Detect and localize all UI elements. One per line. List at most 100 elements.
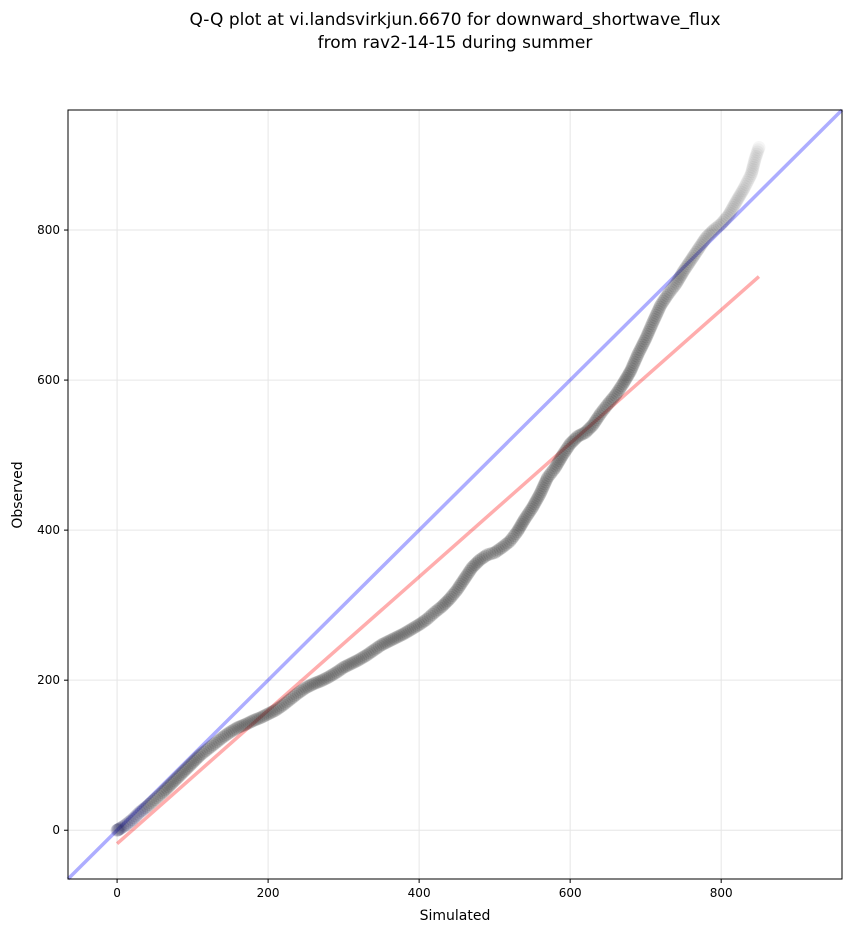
quantile-point — [199, 744, 213, 758]
quantile-point — [728, 196, 742, 210]
quantile-point — [634, 340, 648, 354]
x-tick-label-2: 400 — [408, 886, 431, 900]
quantile-point — [474, 552, 488, 566]
quantile-point — [660, 289, 674, 303]
quantile-point — [339, 659, 353, 673]
quantile-point — [587, 416, 601, 430]
quantile-point — [242, 716, 256, 730]
quantile-point — [595, 405, 609, 419]
quantile-point — [154, 787, 168, 801]
quantile-point — [622, 366, 636, 380]
quantile-point — [655, 296, 669, 310]
quantile-point — [276, 698, 290, 712]
quantile-point — [166, 775, 180, 789]
quantile-point — [289, 687, 303, 701]
quantile-point — [195, 747, 209, 761]
quantile-point — [752, 141, 766, 155]
quantile-point — [201, 742, 215, 756]
quantile-point — [650, 306, 664, 320]
quantile-point — [111, 823, 125, 837]
quantile-point — [214, 732, 228, 746]
quantile-point — [716, 215, 730, 229]
y-tick-label-3: 600 — [37, 373, 60, 387]
quantile-point — [320, 671, 334, 685]
quantile-point — [610, 386, 624, 400]
quantile-point — [640, 330, 654, 344]
quantile-point — [745, 165, 759, 179]
quantile-point — [707, 223, 721, 237]
quantile-point — [378, 636, 392, 650]
quantile-point — [325, 668, 339, 682]
quantile-point — [170, 771, 184, 785]
quantile-point — [607, 390, 621, 404]
quantile-point — [425, 607, 439, 621]
quantile-point — [685, 251, 699, 265]
quantile-point — [530, 493, 544, 507]
quantile-point — [740, 175, 754, 189]
quantile-point — [558, 444, 572, 458]
quantile-point — [571, 429, 585, 443]
quantile-point — [563, 437, 577, 451]
quantile-point — [272, 701, 286, 715]
quantile-point — [584, 420, 598, 434]
quantile-point — [699, 231, 713, 245]
quantile-point — [684, 253, 698, 267]
quantile-point — [512, 521, 526, 535]
quantile-point — [525, 501, 539, 515]
quantile-point — [539, 475, 553, 489]
quantile-point — [723, 206, 737, 220]
quantile-point — [172, 769, 186, 783]
quantile-point — [376, 637, 390, 651]
quantile-point — [569, 431, 583, 445]
quantile-point — [548, 461, 562, 475]
quantile-point — [459, 570, 473, 584]
quantile-point — [656, 294, 670, 308]
quantile-point — [529, 495, 543, 509]
quantile-point — [534, 485, 548, 499]
quantile-point — [451, 581, 465, 595]
quantile-point — [635, 338, 649, 352]
quantile-point — [719, 212, 733, 226]
quantile-point — [303, 679, 317, 693]
quantile-point — [515, 517, 529, 531]
quantile-point — [148, 792, 162, 806]
quantile-point — [184, 757, 198, 771]
quantile-point — [632, 345, 646, 359]
quantile-point — [621, 368, 635, 382]
quantile-point — [282, 693, 296, 707]
quantile-point — [412, 618, 426, 632]
quantile-point — [329, 666, 343, 680]
quantile-point — [160, 781, 174, 795]
quantile-point — [616, 377, 630, 391]
quantile-point — [363, 646, 377, 660]
quantile-point — [701, 229, 715, 243]
quantile-point — [212, 733, 226, 747]
y-tick-label-1: 200 — [37, 673, 60, 687]
quantile-point — [455, 576, 469, 590]
quantile-point — [739, 177, 753, 191]
quantile-point — [516, 516, 530, 530]
quantile-point — [653, 300, 667, 314]
quantile-point — [562, 439, 576, 453]
quantile-point — [464, 563, 478, 577]
quantile-point — [599, 399, 613, 413]
quantile-point — [519, 510, 533, 524]
quantile-point — [630, 349, 644, 363]
quantile-point — [473, 553, 487, 567]
quantile-point — [255, 710, 269, 724]
quantile-point — [422, 611, 436, 625]
quantile-point — [576, 427, 590, 441]
quantile-point — [447, 587, 461, 601]
quantile-point — [354, 652, 368, 666]
quantile-point — [556, 448, 570, 462]
quantile-point — [520, 508, 534, 522]
quantile-point — [488, 546, 502, 560]
quantile-point — [522, 506, 536, 520]
quantile-point — [223, 725, 237, 739]
quantile-point — [259, 708, 273, 722]
chart-title-line-1: Q-Q plot at vi.landsvirkjun.6670 for dow… — [189, 10, 720, 30]
quantile-point — [152, 789, 166, 803]
quantile-point — [367, 643, 381, 657]
quantile-point — [305, 678, 319, 692]
quantile-point — [150, 791, 164, 805]
